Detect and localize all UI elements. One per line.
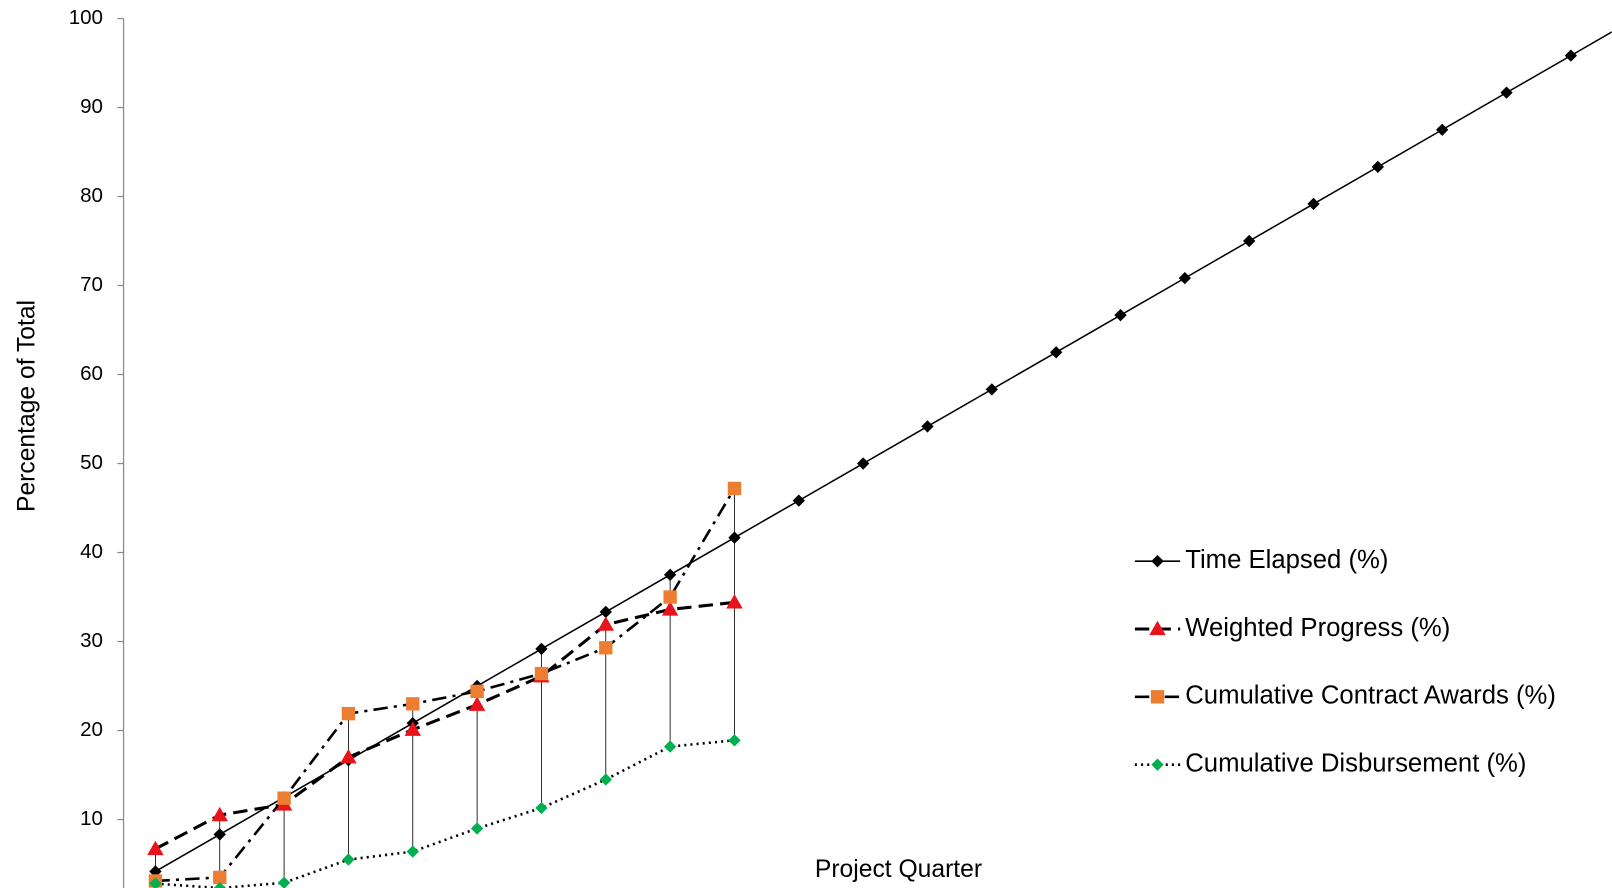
y-tick-label: 60 <box>80 362 103 385</box>
y-tick-label: 10 <box>80 807 103 830</box>
series-line <box>155 31 1612 873</box>
marker <box>404 721 421 736</box>
marker <box>727 481 742 496</box>
marker <box>147 840 164 856</box>
marker <box>599 641 613 655</box>
legend-label: Weighted Progress (%) <box>1185 614 1450 642</box>
y-tick-label: 90 <box>80 95 103 118</box>
marker <box>211 806 228 822</box>
y-tick-label: 30 <box>80 629 103 652</box>
marker <box>534 666 549 681</box>
y-tick-label: 40 <box>80 540 103 563</box>
marker <box>406 845 419 858</box>
marker <box>726 594 743 609</box>
y-tick-label: 50 <box>80 451 103 474</box>
marker <box>663 568 677 581</box>
legend-label: Time Elapsed (%) <box>1185 546 1388 574</box>
marker <box>1149 620 1166 636</box>
marker <box>1178 271 1192 285</box>
marker <box>663 740 677 753</box>
legend-label: Cumulative Contract Awards (%) <box>1185 682 1556 710</box>
y-tick-label: 80 <box>80 184 103 207</box>
y-tick-label: 70 <box>80 273 103 296</box>
marker <box>921 420 934 433</box>
marker <box>597 616 615 631</box>
marker <box>342 853 355 866</box>
marker <box>728 531 741 544</box>
x-axis-title: Project Quarter <box>815 856 982 883</box>
marker <box>1500 86 1513 99</box>
marker <box>1049 346 1063 359</box>
marker <box>213 828 226 841</box>
marker <box>599 773 612 786</box>
marker <box>1151 555 1164 568</box>
legend-label: Cumulative Disbursement (%) <box>1185 749 1526 777</box>
marker <box>468 696 486 711</box>
marker <box>663 590 677 604</box>
series-line <box>155 739 735 888</box>
marker <box>1564 49 1578 62</box>
marker <box>535 642 548 656</box>
marker <box>340 749 357 764</box>
series-line <box>154 600 735 851</box>
plot <box>147 31 1612 888</box>
y-tick-label: 20 <box>80 718 103 741</box>
marker <box>213 881 226 888</box>
marker <box>277 876 291 888</box>
marker <box>213 870 227 885</box>
marker <box>1371 160 1385 174</box>
marker <box>1307 197 1320 211</box>
marker <box>792 494 805 507</box>
marker <box>599 605 612 619</box>
y-axis-title: Percentage of Total <box>13 300 40 512</box>
marker <box>341 706 356 721</box>
marker <box>470 684 484 699</box>
y-tick-label: 100 <box>69 6 103 29</box>
marker <box>985 383 998 396</box>
marker <box>856 457 870 470</box>
marker <box>535 801 548 815</box>
marker <box>1151 758 1164 771</box>
marker <box>406 697 420 711</box>
marker <box>1150 690 1165 704</box>
marker <box>1243 234 1256 248</box>
marker <box>728 734 741 747</box>
series-line <box>155 487 736 883</box>
marker <box>661 601 679 616</box>
marker <box>1436 123 1449 136</box>
marker <box>470 822 484 835</box>
marker <box>277 791 291 805</box>
marker <box>149 877 162 888</box>
marker <box>1114 308 1127 322</box>
